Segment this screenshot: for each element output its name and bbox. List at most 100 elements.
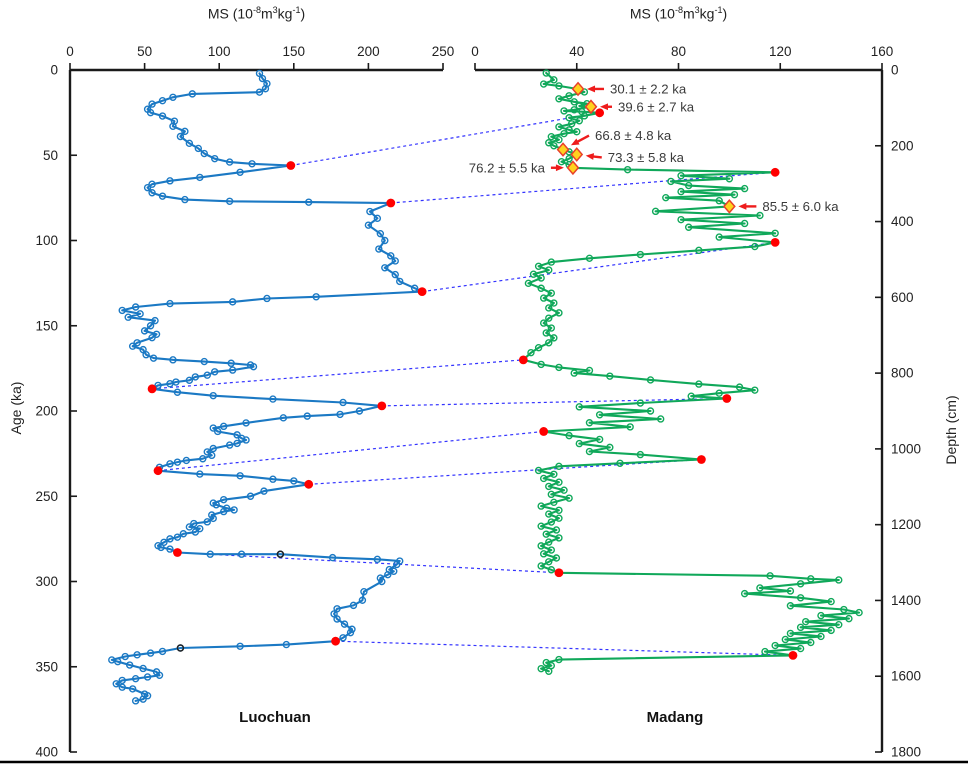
- data-point-marker: [687, 392, 695, 400]
- data-point-marker: [835, 576, 843, 584]
- data-point-marker: [387, 252, 395, 260]
- data-point-marker: [146, 322, 155, 330]
- data-point-marker: [381, 236, 389, 245]
- axes: 0 50 100 150 200 2500501001502002503003504000…: [0, 44, 968, 764]
- data-point-marker: [646, 407, 655, 415]
- data-point-marker: [203, 448, 211, 456]
- data-point-marker: [118, 676, 126, 685]
- data-point-marker: [133, 651, 141, 659]
- data-point-marker: [148, 189, 156, 197]
- correlation-line: [157, 430, 544, 472]
- x-tick-label: 100: [208, 44, 231, 59]
- data-point-marker: [121, 652, 129, 661]
- correlation-lines: [152, 112, 793, 656]
- data-point-marker: [196, 470, 204, 478]
- osl-date-diamond-marker: [556, 142, 570, 157]
- osl-date-label: 73.3 ± 5.8 ka: [608, 150, 685, 165]
- annotation-arrow-shaft: [576, 134, 590, 144]
- data-point-marker: [534, 262, 543, 270]
- data-point-marker: [539, 550, 548, 558]
- data-point-marker: [282, 640, 291, 649]
- data-point-marker: [242, 419, 250, 427]
- data-point-marker: [557, 157, 566, 166]
- data-point-marker: [801, 617, 810, 626]
- data-point-marker: [211, 154, 219, 163]
- data-point-marker: [550, 334, 558, 342]
- data-point-marker: [188, 90, 197, 98]
- osl-date-diamond-marker: [722, 199, 736, 214]
- data-point-marker: [552, 554, 561, 562]
- data-point-marker: [547, 518, 556, 526]
- data-point-marker: [390, 567, 398, 575]
- osl-date-label: 30.1 ± 2.2 ka: [610, 81, 687, 96]
- data-point-marker: [677, 187, 685, 196]
- data-point-marker: [236, 472, 244, 480]
- data-point-marker: [373, 555, 382, 564]
- y-tick-label: 1800: [891, 745, 921, 760]
- data-point-marker: [550, 470, 558, 478]
- tie-point: [770, 237, 780, 247]
- data-point-marker: [196, 173, 204, 182]
- data-point-marker: [555, 655, 563, 664]
- data-point-marker: [555, 123, 563, 131]
- osl-date-label: 76.2 ± 5.5 ka: [469, 160, 546, 175]
- data-point-marker: [677, 215, 685, 224]
- site-label-luochuan: Luochuan: [239, 709, 311, 726]
- data-point-marker: [230, 506, 238, 514]
- y-tick-label: 100: [35, 233, 58, 248]
- data-point-marker: [537, 284, 545, 292]
- data-point-marker: [112, 680, 120, 688]
- data-point-marker: [545, 304, 553, 312]
- data-point-marker: [684, 223, 693, 231]
- data-point-marker: [228, 298, 237, 306]
- data-point-marker: [225, 158, 234, 166]
- data-point-marker: [157, 543, 165, 552]
- data-point-marker: [146, 649, 155, 657]
- tie-point: [377, 401, 387, 411]
- data-point-marker: [575, 439, 583, 448]
- data-point-marker: [796, 623, 805, 632]
- data-point-marker: [228, 366, 237, 374]
- data-point-marker: [547, 132, 556, 141]
- data-point-marker: [555, 363, 563, 372]
- data-point-marker: [348, 625, 356, 633]
- data-point-marker: [827, 626, 835, 635]
- data-point-marker: [845, 614, 853, 623]
- data-point-marker: [730, 190, 739, 199]
- data-point-marker: [585, 366, 594, 375]
- data-point-marker: [555, 478, 563, 486]
- data-point-marker: [656, 415, 665, 423]
- data-point-marker: [181, 195, 189, 204]
- tie-point: [518, 355, 528, 365]
- data-point-marker: [143, 183, 152, 192]
- data-point-marker: [258, 74, 267, 83]
- y-tick-label: 150: [35, 318, 58, 333]
- data-point-marker: [225, 441, 234, 449]
- data-point-marker: [761, 647, 769, 656]
- data-point-marker: [166, 177, 174, 185]
- data-point-marker: [366, 207, 374, 216]
- data-point-marker: [391, 257, 399, 265]
- data-point-marker: [290, 477, 298, 485]
- data-point-marker: [199, 455, 207, 463]
- annotation-arrow-head: [570, 138, 580, 146]
- data-point-marker: [236, 642, 244, 650]
- osl-date-diamond-marker: [570, 147, 584, 162]
- data-point-marker: [152, 330, 161, 338]
- data-point-marker: [248, 160, 256, 168]
- data-point-marker: [771, 641, 779, 650]
- data-point-marker: [570, 98, 578, 106]
- y-tick-label: 1600: [891, 669, 921, 684]
- annotation-arrow-head: [585, 153, 595, 160]
- data-point-marker: [339, 398, 347, 407]
- osl-date-label: 66.8 ± 4.8 ka: [595, 128, 672, 143]
- data-point-marker: [203, 518, 211, 526]
- data-point-marker: [360, 588, 368, 596]
- data-point-marker: [158, 96, 167, 105]
- right-panel-ms-axis-title: MS (10-8m3kg-1): [629, 5, 728, 22]
- data-point-marker: [542, 530, 550, 538]
- data-point-marker: [636, 450, 645, 459]
- data-point-marker: [410, 284, 419, 292]
- data-point-marker: [237, 550, 246, 558]
- data-point-marker: [339, 634, 347, 642]
